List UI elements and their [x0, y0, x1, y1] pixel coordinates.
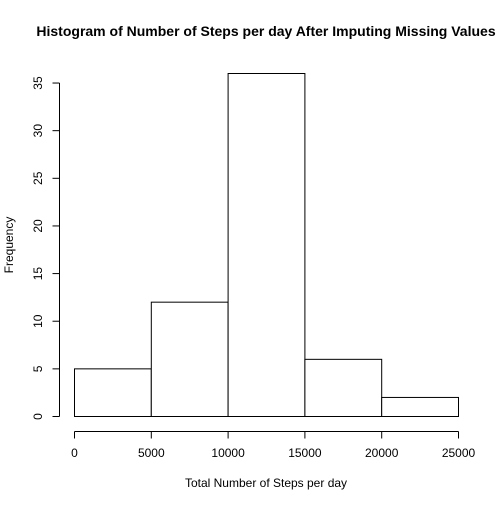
histogram-bar	[227, 73, 306, 417]
y-tick-label: 35	[31, 76, 45, 90]
chart-title: Histogram of Number of Steps per day Aft…	[36, 23, 495, 39]
histogram-bar	[304, 358, 383, 418]
y-tick-label: 25	[31, 171, 45, 185]
x-tick-label: 20000	[365, 446, 399, 460]
histogram-bar	[74, 368, 152, 418]
y-axis-label: Frequency	[2, 217, 16, 274]
y-tick-label: 0	[31, 413, 45, 420]
bars-group	[74, 73, 460, 418]
x-axis: 0 5000 10000 15000 20000 25000	[71, 431, 476, 460]
x-tick-label: 5000	[138, 446, 165, 460]
y-axis: 0 5 10 15 20 25 30 35	[31, 76, 60, 420]
x-tick-label: 10000	[211, 446, 245, 460]
x-tick-label: 25000	[442, 446, 476, 460]
y-tick-label: 20	[31, 219, 45, 233]
y-tick-label: 15	[31, 267, 45, 281]
x-tick-label: 0	[71, 446, 78, 460]
histogram-bar	[150, 301, 229, 417]
x-axis-label: Total Number of Steps per day	[185, 476, 347, 490]
y-tick-label: 10	[31, 314, 45, 328]
x-tick-label: 15000	[288, 446, 322, 460]
y-tick-label: 5	[31, 365, 45, 372]
y-tick-label: 30	[31, 124, 45, 138]
histogram-bar	[381, 396, 460, 418]
